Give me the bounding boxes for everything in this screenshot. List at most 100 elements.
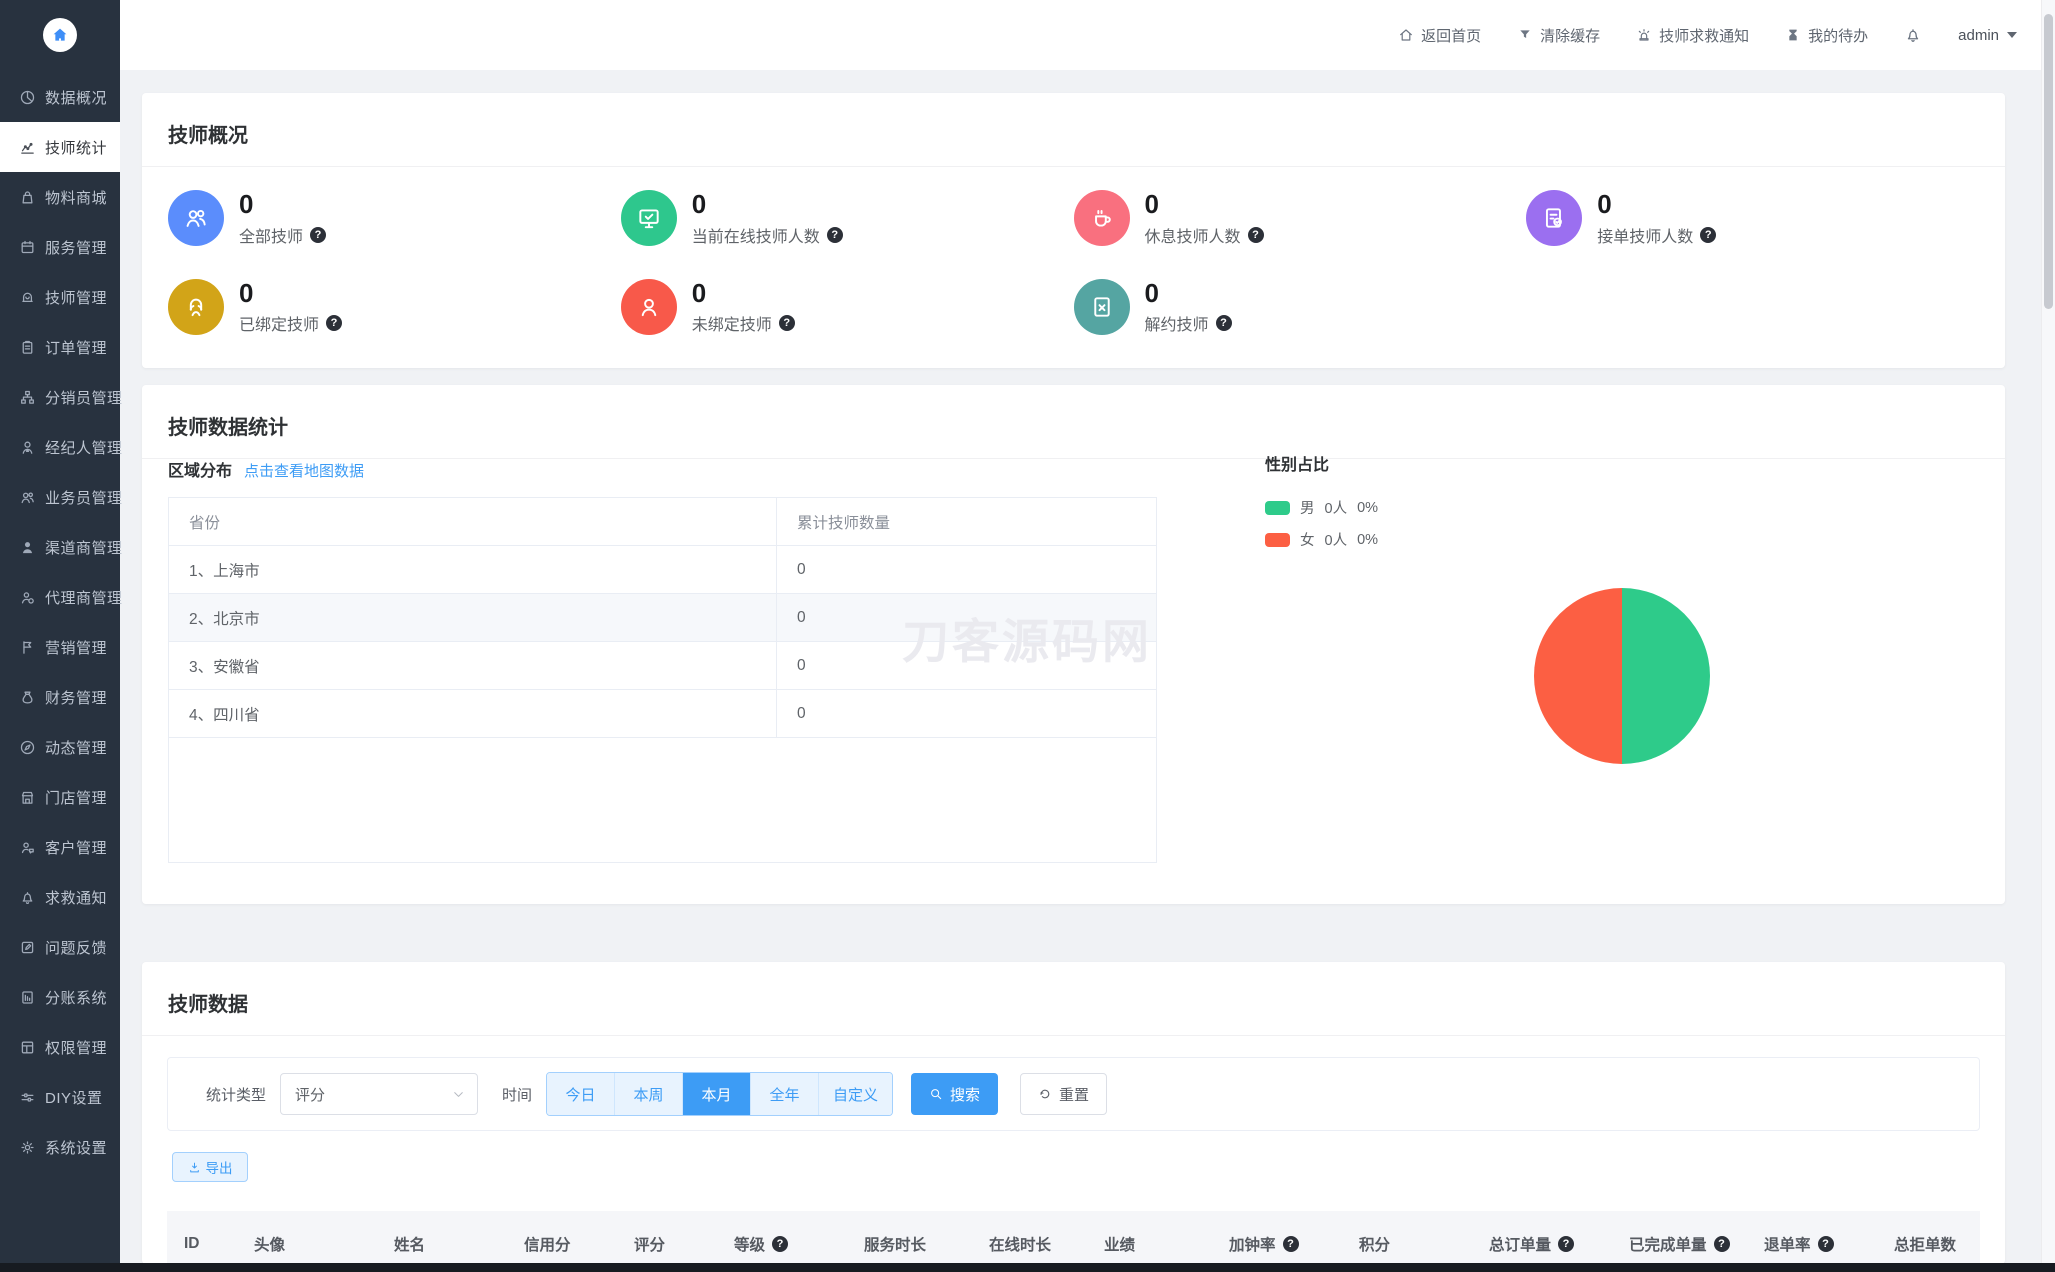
stat-all-technicians: 0 全部技师 [168, 190, 621, 247]
sidebar-menu: 数据概况 技师统计 物料商城 服务管理 技师管理 订单管理 分销员管理 经纪人管… [0, 72, 123, 1172]
help-icon[interactable] [326, 315, 343, 332]
sidebar-item-data-overview[interactable]: 数据概况 [0, 72, 120, 122]
sidebar-item-label: 技师统计 [45, 139, 108, 157]
stat-label: 解约技师 [1144, 317, 1209, 335]
reset-label: 重置 [1059, 1086, 1090, 1104]
scrollbar-thumb[interactable] [2044, 14, 2053, 309]
stat-resting-technicians: 0 休息技师人数 [1073, 190, 1527, 247]
selected-value: 评分 [295, 1086, 326, 1104]
time-option-this-year[interactable]: 全年 [751, 1073, 820, 1115]
stat-value: 0 [691, 189, 707, 219]
gear-icon [19, 1139, 36, 1156]
stat-type-select[interactable]: 评分 [280, 1073, 479, 1115]
help-icon[interactable] [826, 226, 843, 243]
province-cell: 2、北京市 [169, 594, 777, 641]
column-header-performance: 业绩 [1104, 1237, 1136, 1254]
sidebar-item-label: 问题反馈 [45, 939, 108, 957]
page-scrollbar[interactable] [2041, 0, 2055, 1272]
sidebar-item-ledger-system[interactable]: 分账系统 [0, 972, 120, 1022]
help-icon[interactable] [772, 1236, 789, 1252]
sidebar-item-system-settings[interactable]: 系统设置 [0, 1122, 120, 1172]
technician-overview-card: 技师概况 0 全部技师 0 当前在线技师人数 0 休息技师人数 0 接单技师人数… [142, 93, 2005, 368]
time-option-this-month[interactable]: 本月 [683, 1073, 752, 1115]
table-header-row: ID 头像 姓名 信用分 评分 等级 服务时长 在线时长 业绩 加钟率 积分 总… [167, 1211, 1980, 1272]
column-header-refund-rate: 退单率 [1747, 1233, 1877, 1255]
sidebar-item-permission-mgmt[interactable]: 权限管理 [0, 1022, 120, 1072]
legend-label: 女 [1300, 533, 1315, 549]
stat-value: 0 [239, 277, 254, 308]
help-icon[interactable] [1713, 1236, 1730, 1252]
sidebar-item-channel-mgmt[interactable]: 渠道商管理 [0, 522, 122, 572]
sos-notice-link[interactable]: 技师求救通知 [1636, 25, 1749, 46]
legend-pct: 0% [1357, 499, 1379, 516]
sidebar-item-broker-mgmt[interactable]: 经纪人管理 [0, 422, 122, 472]
help-icon[interactable] [1215, 315, 1232, 332]
table-row: 4、四川省 0 [169, 690, 1156, 738]
province-cell: 3、安徽省 [169, 642, 777, 689]
legend-male: 男 0人 0% [1265, 497, 1378, 518]
sidebar-item-label: 数据概况 [45, 89, 108, 107]
notification-bell-icon[interactable] [1904, 26, 1922, 44]
sidebar-item-distributor-mgmt[interactable]: 分销员管理 [0, 372, 123, 422]
help-icon[interactable] [1558, 1236, 1575, 1252]
column-header-service-hours: 服务时长 [864, 1237, 927, 1254]
sidebar-item-label: 权限管理 [45, 1039, 108, 1057]
time-option-today[interactable]: 今日 [547, 1073, 616, 1115]
divider [142, 1035, 2005, 1036]
count-cell: 0 [797, 560, 806, 578]
column-header-points: 积分 [1359, 1237, 1391, 1254]
sidebar-item-salesman-mgmt[interactable]: 业务员管理 [0, 472, 123, 522]
time-option-custom[interactable]: 自定义 [819, 1073, 893, 1115]
logo[interactable] [0, 0, 120, 70]
sidebar-item-label: 分销员管理 [45, 389, 123, 407]
my-todo-link[interactable]: 我的待办 [1785, 25, 1868, 46]
gender-pie-chart [1534, 588, 1710, 764]
sidebar-item-finance-mgmt[interactable]: 财务管理 [0, 672, 120, 722]
sidebar-item-customer-mgmt[interactable]: 客户管理 [0, 822, 120, 872]
help-icon[interactable] [1700, 226, 1717, 243]
sidebar-item-technician-stats[interactable]: 技师统计 [0, 122, 120, 172]
help-icon[interactable] [310, 226, 327, 243]
data-section-title: 技师数据 [168, 994, 248, 1016]
legend-label: 男 [1300, 501, 1315, 517]
column-header-id: ID [184, 1235, 200, 1252]
sidebar-item-technician-mgmt[interactable]: 技师管理 [0, 272, 120, 322]
export-button[interactable]: 导出 [172, 1152, 248, 1182]
chevron-down-icon [2007, 32, 2017, 38]
sidebar-item-store-mgmt[interactable]: 门店管理 [0, 772, 120, 822]
sidebar-item-agency-mgmt[interactable]: 代理商管理 [0, 572, 122, 622]
view-map-data-link[interactable]: 点击查看地图数据 [244, 463, 365, 480]
back-home-label: 返回首页 [1421, 27, 1482, 45]
help-icon[interactable] [1247, 226, 1264, 243]
time-range-group: 今日 本周 本月 全年 自定义 [546, 1072, 894, 1116]
reset-button[interactable]: 重置 [1020, 1073, 1108, 1115]
technician-data-card: 技师数据 统计类型 评分 时间 今日 本周 本月 全年 自定义 搜索 重置 导出… [142, 962, 2005, 1272]
shop-bag-icon [19, 189, 36, 206]
help-icon[interactable] [778, 315, 795, 332]
province-cell: 1、上海市 [169, 546, 777, 593]
sidebar-item-label: 动态管理 [45, 739, 108, 757]
sidebar-item-sos-notice[interactable]: 求救通知 [0, 872, 120, 922]
sidebar-item-order-mgmt[interactable]: 订单管理 [0, 322, 120, 372]
column-header-level: 等级 [717, 1233, 847, 1255]
search-button[interactable]: 搜索 [911, 1073, 999, 1115]
help-icon[interactable] [1817, 1236, 1834, 1252]
sidebar-item-diy-settings[interactable]: DIY设置 [0, 1072, 120, 1122]
filter-bar: 统计类型 评分 时间 今日 本周 本月 全年 自定义 搜索 重置 [167, 1057, 1980, 1131]
sidebar-item-feedback[interactable]: 问题反馈 [0, 922, 120, 972]
time-option-this-week[interactable]: 本周 [615, 1073, 684, 1115]
sidebar-item-label: 业务员管理 [45, 489, 123, 507]
back-home-link[interactable]: 返回首页 [1398, 25, 1481, 46]
chart-trend-icon [19, 139, 36, 156]
funnel-icon [1517, 27, 1533, 43]
stat-value: 0 [1144, 277, 1159, 308]
help-icon[interactable] [1282, 1236, 1299, 1252]
sidebar-item-service-mgmt[interactable]: 服务管理 [0, 222, 120, 272]
sidebar-item-dynamic-mgmt[interactable]: 动态管理 [0, 722, 120, 772]
chevron-down-icon [452, 1088, 465, 1101]
sidebar-item-marketing-mgmt[interactable]: 营销管理 [0, 622, 120, 672]
region-table: 省份 累计技师数量 1、上海市 0 2、北京市 0 3、安徽省 0 4、四川省 … [168, 497, 1157, 863]
clear-cache-link[interactable]: 清除缓存 [1517, 25, 1600, 46]
user-menu[interactable]: admin [1958, 27, 2017, 44]
sidebar-item-material-mall[interactable]: 物料商城 [0, 172, 120, 222]
